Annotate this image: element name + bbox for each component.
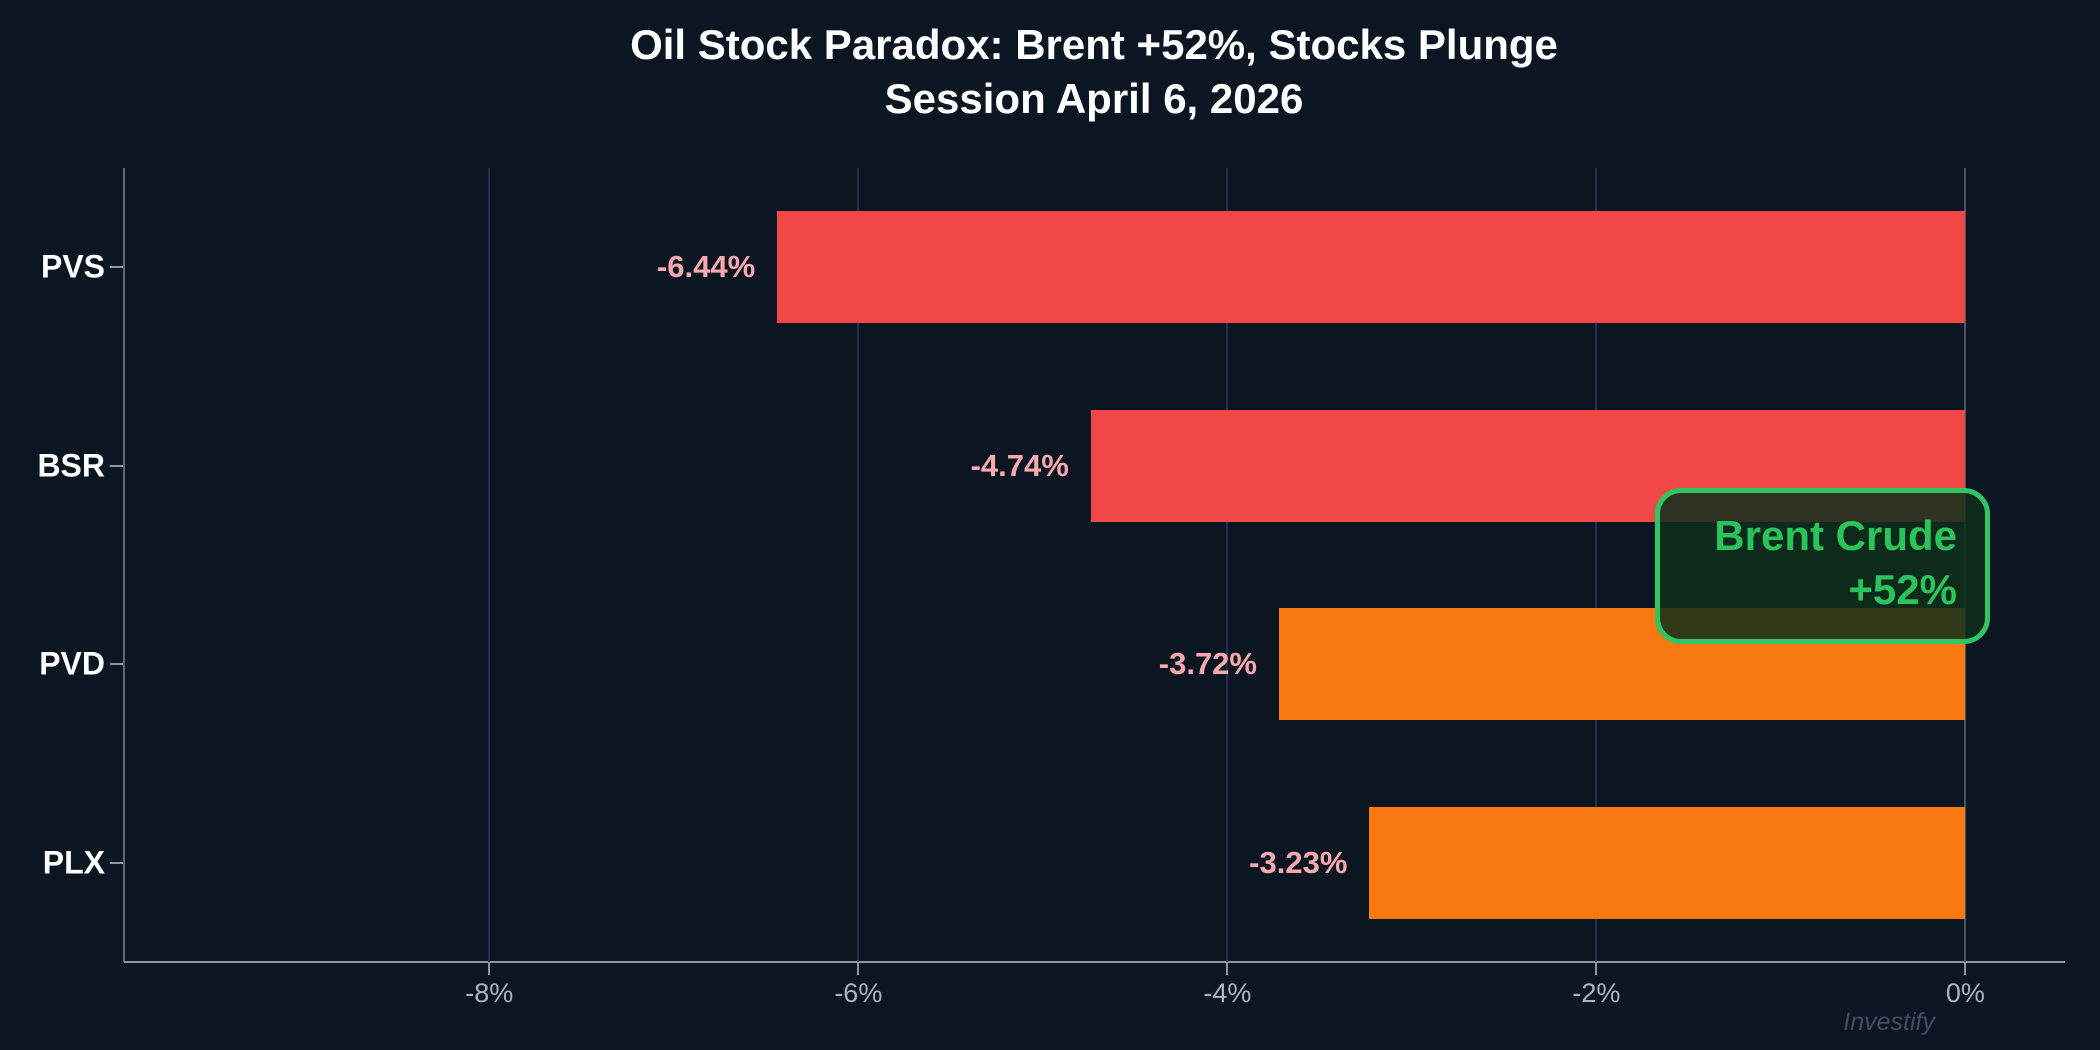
gridline--2% [1595, 168, 1598, 962]
y-tick-label-BSR: BSR [37, 447, 105, 484]
value-label-PVS: -6.44% [656, 249, 756, 285]
annotation-line1: Brent Crude [1714, 512, 1957, 559]
y-tick-mark-BSR [110, 464, 123, 467]
x-tick-label--8%: -8% [465, 978, 514, 1008]
y-tick-mark-PVD [110, 663, 123, 666]
y-tick-label-PVS: PVS [40, 248, 105, 285]
y-tick-mark-PVS [110, 266, 123, 269]
y-tick-label-PLX: PLX [42, 844, 105, 881]
annotation-line2: +52% [1848, 566, 1957, 613]
value-label-BSR: -4.74% [970, 447, 1069, 483]
x-tick-label--4%: -4% [1203, 978, 1252, 1008]
chart-title-line1: Oil Stock Paradox: Brent +52%, Stocks Pl… [630, 21, 1558, 68]
gridline--8% [488, 168, 491, 962]
x-tick-mark--2% [1595, 963, 1598, 975]
x-tick-label-0%: 0% [1945, 978, 1985, 1008]
x-tick-mark--6% [857, 963, 860, 975]
value-label-PLX: -3.23% [1249, 844, 1348, 880]
y-tick-mark-PLX [110, 861, 123, 864]
chart-title-line2: Session April 6, 2026 [884, 75, 1304, 122]
x-tick-mark--8% [488, 963, 491, 975]
chart-title: Oil Stock Paradox: Brent +52%, Stocks Pl… [94, 18, 2094, 126]
x-tick-label--2%: -2% [1572, 978, 1621, 1008]
watermark: Investify [1843, 1008, 1935, 1036]
y-tick-label-PVD: PVD [39, 645, 105, 682]
gridline--4% [1226, 168, 1229, 962]
bar-PLX [1369, 806, 1966, 919]
gridline--6% [857, 168, 860, 962]
bar-PVS [777, 211, 1966, 324]
x-tick-mark--4% [1226, 963, 1229, 975]
x-tick-mark-0% [1964, 963, 1967, 975]
x-axis-line [124, 961, 2065, 963]
value-label-PVD: -3.72% [1158, 646, 1257, 682]
brent-crude-annotation: Brent Crude +52% [1655, 488, 1990, 644]
x-tick-label--6%: -6% [834, 978, 883, 1008]
y-axis-spine [123, 168, 125, 962]
